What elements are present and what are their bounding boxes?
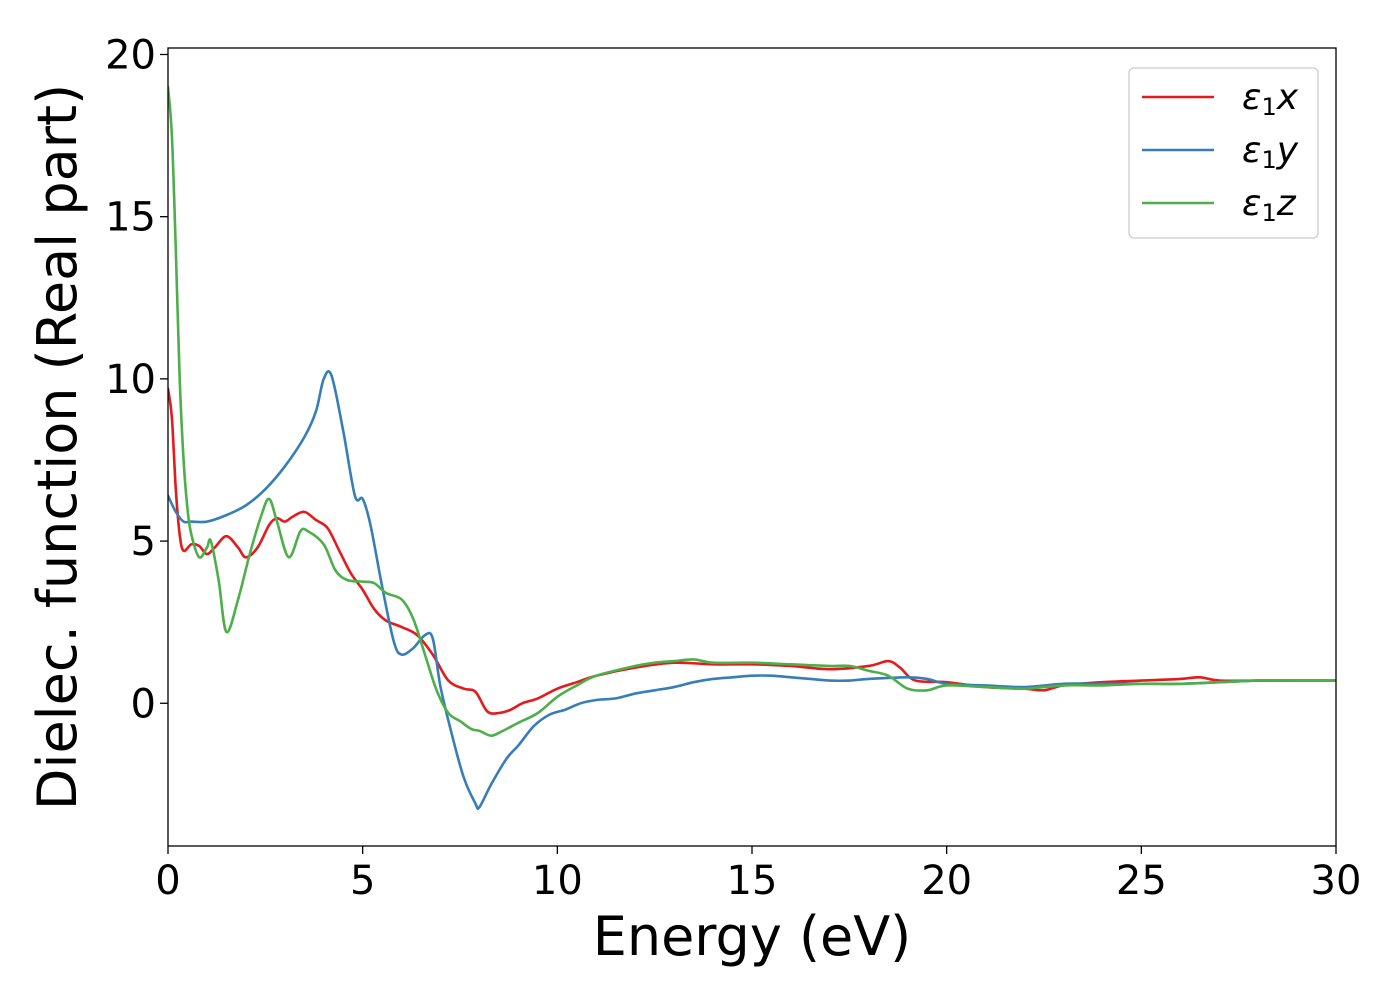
y-tick-label: 0 xyxy=(131,681,156,727)
x-axis-label: Energy (eV) xyxy=(593,905,912,968)
legend-box xyxy=(1128,67,1319,239)
x-axis: 0 5 10 15 20 25 30 xyxy=(155,846,1361,904)
y-axis: 0 5 10 15 20 xyxy=(105,32,168,727)
y-tick-label: 5 xyxy=(131,519,156,565)
legend-label-z: ε1z xyxy=(1242,183,1297,227)
y-tick-label: 10 xyxy=(105,357,156,403)
x-tick-label: 10 xyxy=(532,858,583,904)
y-tick-label: 15 xyxy=(105,195,156,241)
x-tick-label: 5 xyxy=(350,858,375,904)
series-line-y xyxy=(168,369,1336,811)
legend-label-y: ε1y xyxy=(1242,130,1299,174)
legend-label-x: ε1x xyxy=(1242,77,1299,121)
legend: ε1x ε1y ε1z xyxy=(1128,67,1319,239)
y-tick-label: 20 xyxy=(105,32,156,78)
x-tick-label: 30 xyxy=(1311,858,1362,904)
x-tick-label: 15 xyxy=(727,858,778,904)
x-tick-label: 25 xyxy=(1116,858,1167,904)
x-tick-label: 0 xyxy=(155,858,180,904)
x-tick-label: 20 xyxy=(921,858,972,904)
series-layer xyxy=(168,85,1336,811)
series-line-z xyxy=(168,85,1336,738)
y-axis-label: Dielec. function (Real part) xyxy=(26,84,89,810)
